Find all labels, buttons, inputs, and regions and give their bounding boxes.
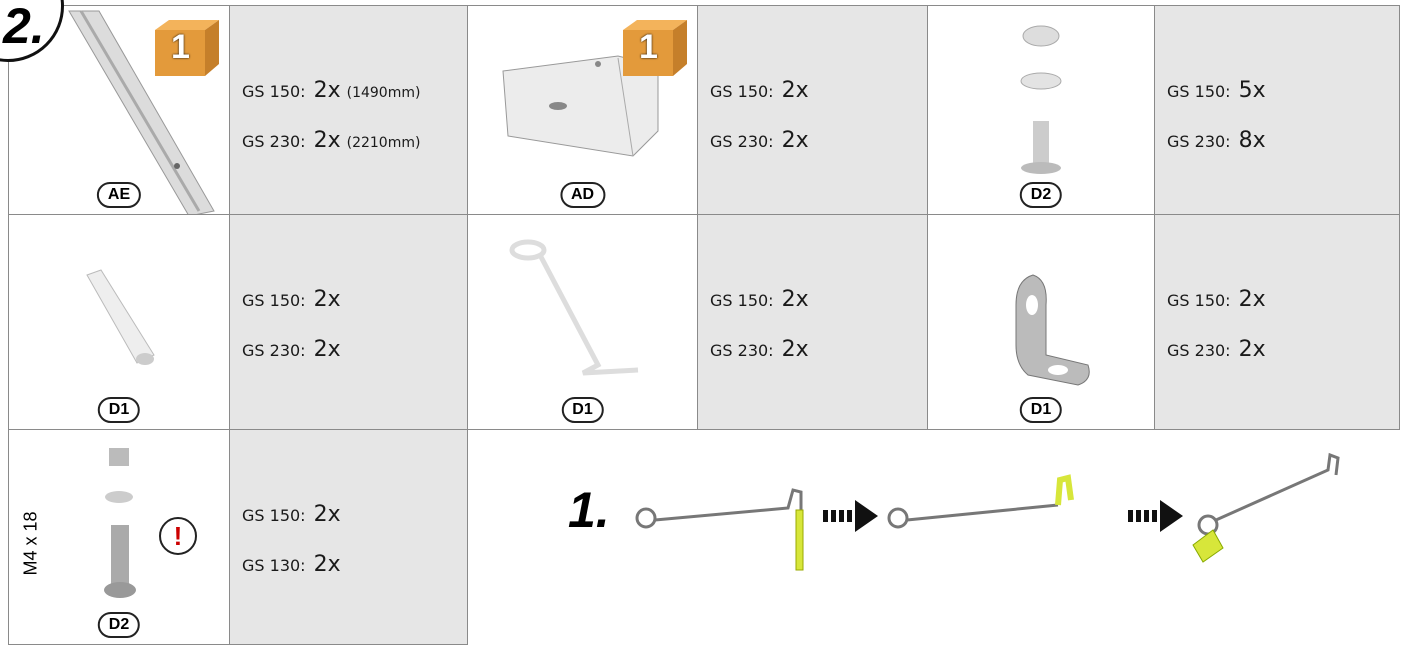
- part-quantity-cell: GS 150: 2x GS 230: 2x: [698, 215, 928, 430]
- part-image-cell: D2: [928, 5, 1155, 215]
- box-badge: 1: [617, 14, 693, 78]
- quantity-line: GS 230: 2x: [242, 337, 341, 362]
- wire-highlight: [795, 509, 804, 571]
- part-code: D1: [1019, 397, 1063, 423]
- model: GS 150:: [1167, 291, 1231, 310]
- quantity-line: GS 150: 2x: [1167, 287, 1266, 312]
- part-drawing: [509, 239, 639, 376]
- step-number: 2.: [3, 0, 45, 54]
- model: GS 150:: [1167, 82, 1231, 101]
- wire-bracket: [1192, 529, 1224, 563]
- quantity: 8x: [1238, 128, 1266, 153]
- part-code: D2: [97, 612, 141, 638]
- instruction-area: 1.: [568, 452, 1340, 571]
- model: GS 230:: [242, 132, 306, 151]
- quantity: 5x: [1238, 78, 1266, 103]
- quantity-line: GS 150: 2x: [710, 287, 809, 312]
- part-drawing: [104, 448, 136, 598]
- model: GS 150:: [242, 82, 306, 101]
- model: GS 230:: [1167, 132, 1231, 151]
- box-icon: [623, 20, 687, 76]
- quantity: 2x: [313, 287, 341, 312]
- quantity: 2x: [313, 128, 341, 153]
- part-drawing: [1020, 25, 1062, 174]
- part-quantity-cell: GS 150: 2x GS 230: 2x: [698, 5, 928, 215]
- part-image-cell: D1: [8, 215, 230, 430]
- part-drawing: [68, 10, 215, 214]
- wire-hook: [1055, 474, 1074, 506]
- instruction-step: 1.: [568, 482, 610, 538]
- part-code: D1: [97, 397, 141, 423]
- wire-2: [887, 503, 1059, 529]
- box-icon: [155, 20, 219, 76]
- part-drawing: [502, 55, 659, 157]
- length-note: (2210mm): [346, 135, 421, 151]
- quantity: 2x: [781, 337, 809, 362]
- model: GS 150:: [242, 506, 306, 525]
- quantity-line: GS 150: 2x (1490mm): [242, 78, 420, 103]
- model: GS 230:: [242, 341, 306, 360]
- quantity: 2x: [313, 552, 341, 577]
- model: GS 230:: [710, 341, 774, 360]
- quantity: 2x: [1238, 287, 1266, 312]
- warning-icon: !: [159, 517, 197, 555]
- length-note: (1490mm): [346, 85, 421, 101]
- quantity-line: GS 230: 2x: [1167, 337, 1266, 362]
- quantity-line: GS 150: 2x: [710, 78, 809, 103]
- part-drawing: [1015, 274, 1090, 386]
- part-drawing: [86, 269, 155, 365]
- quantity-line: GS 150: 5x: [1167, 78, 1266, 103]
- quantity-line: GS 230: 2x (2210mm): [242, 128, 420, 153]
- quantity: 2x: [1238, 337, 1266, 362]
- box-number: 1: [639, 28, 658, 66]
- quantity: 2x: [313, 502, 341, 527]
- part-image-cell: 1 AE: [8, 5, 230, 215]
- part-image-cell: M4 x 18! D2: [8, 430, 230, 645]
- arrow-2: [1128, 500, 1183, 532]
- part-quantity-cell: GS 150: 2x GS 230: 2x: [1155, 215, 1400, 430]
- quantity-line: GS 150: 2x: [242, 502, 341, 527]
- model: GS 150:: [710, 291, 774, 310]
- part-image-cell: 1 AD: [468, 5, 698, 215]
- model: GS 230:: [1167, 341, 1231, 360]
- part-quantity-cell: GS 150: 5x GS 230: 8x: [1155, 5, 1400, 215]
- quantity-line: GS 230: 8x: [1167, 128, 1266, 153]
- quantity: 2x: [781, 128, 809, 153]
- quantity: 2x: [313, 337, 341, 362]
- box-number: 1: [171, 28, 190, 66]
- wire-1: [635, 488, 803, 529]
- part-code: AE: [96, 182, 142, 208]
- model: GS 150:: [242, 291, 306, 310]
- model: GS 150:: [710, 82, 774, 101]
- spec-label: M4 x 18: [20, 511, 41, 576]
- quantity-line: GS 230: 2x: [710, 128, 809, 153]
- box-badge: 1: [149, 14, 225, 78]
- quantity: 2x: [313, 78, 341, 103]
- part-code: AD: [559, 182, 606, 208]
- part-quantity-cell: GS 150: 2x GS 130: 2x: [230, 430, 468, 645]
- part-image-cell: D1: [928, 215, 1155, 430]
- model: GS 230:: [710, 132, 774, 151]
- part-code: D2: [1019, 182, 1063, 208]
- wire-3: [1197, 452, 1340, 536]
- quantity-line: GS 230: 2x: [710, 337, 809, 362]
- part-code: D1: [561, 397, 604, 423]
- part-quantity-cell: GS 150: 2x (1490mm) GS 230: 2x (2210mm): [230, 5, 468, 215]
- part-image-cell: D1: [468, 215, 698, 430]
- arrow-1: [823, 500, 878, 532]
- quantity: 2x: [781, 78, 809, 103]
- quantity-line: GS 130: 2x: [242, 552, 341, 577]
- part-quantity-cell: GS 150: 2x GS 230: 2x: [230, 215, 468, 430]
- quantity-line: GS 150: 2x: [242, 287, 341, 312]
- quantity: 2x: [781, 287, 809, 312]
- model: GS 130:: [242, 556, 306, 575]
